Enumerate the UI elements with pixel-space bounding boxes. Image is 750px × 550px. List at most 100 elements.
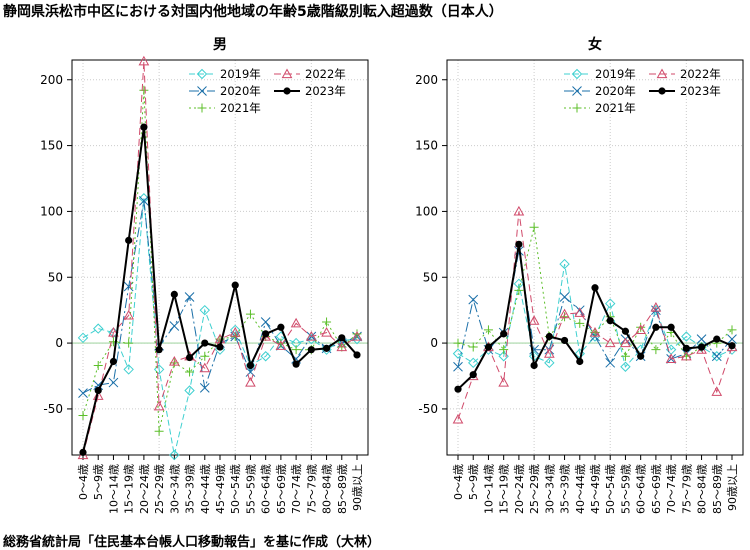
data-point-2019年 bbox=[620, 361, 631, 372]
data-point-2023年 bbox=[353, 351, 361, 359]
legend-label: 2021年 bbox=[220, 101, 261, 115]
x-tick-label: 85～89歳 bbox=[336, 464, 349, 514]
series-line-2023年 bbox=[457, 244, 733, 390]
data-point-2022年 bbox=[498, 377, 510, 387]
data-point-2021年 bbox=[575, 318, 585, 328]
data-point-2021年 bbox=[483, 325, 493, 335]
data-point-2021年 bbox=[620, 351, 630, 361]
data-point-2023年 bbox=[201, 339, 209, 347]
data-point-2021年 bbox=[499, 345, 509, 355]
x-tick-label: 75～79歳 bbox=[305, 464, 318, 514]
x-tick-label: 55～59歳 bbox=[244, 464, 257, 514]
data-point-2021年 bbox=[560, 312, 570, 322]
data-point-2022年 bbox=[108, 327, 119, 337]
data-point-2020年 bbox=[468, 294, 479, 305]
data-point-2020年 bbox=[711, 351, 722, 362]
data-point-2020年 bbox=[559, 292, 570, 302]
data-point-2022年 bbox=[138, 55, 150, 66]
data-point-2023年 bbox=[292, 360, 300, 368]
data-point-2019年 bbox=[260, 351, 271, 362]
data-point-2023年 bbox=[125, 236, 133, 244]
data-point-2023年 bbox=[79, 448, 87, 456]
x-tick-label: 15～19歳 bbox=[498, 464, 511, 514]
x-tick-label: 55～59歳 bbox=[619, 464, 632, 514]
legend-label: 2022年 bbox=[305, 67, 346, 81]
data-point-2023年 bbox=[231, 281, 239, 289]
data-point-2023年 bbox=[637, 352, 645, 360]
data-point-2019年 bbox=[199, 304, 210, 316]
data-point-2022年 bbox=[543, 348, 555, 358]
data-point-2022年 bbox=[711, 386, 723, 396]
data-point-2023年 bbox=[713, 335, 721, 343]
series-line-2022年 bbox=[457, 211, 733, 420]
data-point-2019年 bbox=[605, 298, 616, 309]
x-tick-label: 65～69歳 bbox=[650, 464, 663, 514]
y-tick-label: 200 bbox=[40, 73, 63, 87]
data-point-2023年 bbox=[606, 317, 614, 325]
legend-label: 2019年 bbox=[595, 67, 636, 81]
x-tick-label: 45～49歳 bbox=[589, 464, 602, 514]
x-tick-label: 35～39歳 bbox=[184, 464, 197, 514]
data-point-2022年 bbox=[650, 302, 662, 312]
legend-label: 2022年 bbox=[680, 67, 721, 81]
x-tick-label: 5～9歳 bbox=[467, 464, 480, 500]
data-point-2020年 bbox=[727, 334, 737, 344]
data-point-2019年 bbox=[93, 323, 104, 334]
data-point-2023年 bbox=[652, 323, 660, 331]
x-tick-label: 5～9歳 bbox=[92, 464, 105, 500]
data-point-2023年 bbox=[94, 386, 102, 395]
data-point-2020年 bbox=[139, 196, 149, 206]
y-tick-label: 200 bbox=[415, 73, 438, 87]
data-point-2021年 bbox=[124, 338, 134, 348]
data-point-2020年 bbox=[108, 377, 119, 388]
data-point-2023年 bbox=[682, 344, 690, 352]
data-point-2019年 bbox=[559, 258, 570, 270]
data-point-2023年 bbox=[591, 284, 599, 292]
data-point-2019年 bbox=[123, 364, 134, 375]
x-tick-label: 60～64歳 bbox=[635, 464, 648, 514]
series-line-2021年 bbox=[82, 90, 358, 432]
data-point-2023年 bbox=[322, 344, 331, 352]
x-tick-label: 0～4歳 bbox=[77, 464, 90, 500]
data-point-2020年 bbox=[605, 357, 616, 368]
data-point-2023年 bbox=[170, 290, 178, 298]
data-point-2023年 bbox=[515, 240, 523, 248]
data-point-2021年 bbox=[93, 360, 103, 370]
x-tick-label: 90歳以上 bbox=[351, 464, 364, 511]
data-point-2023年 bbox=[307, 346, 315, 354]
plot-frame bbox=[71, 59, 369, 456]
data-point-2019年 bbox=[468, 357, 479, 369]
data-point-2021年 bbox=[276, 338, 286, 348]
data-point-2022年 bbox=[620, 337, 631, 348]
data-point-2022年 bbox=[528, 315, 540, 325]
x-tick-label: 85～89歳 bbox=[711, 464, 724, 514]
data-point-2023年 bbox=[109, 357, 118, 366]
data-point-2020年 bbox=[453, 361, 463, 372]
legend-label: 2019年 bbox=[220, 67, 261, 81]
chart-main-title: 静岡県浜松市中区における対国内他地域の年齢5歳階級別転入超過数（日本人） bbox=[3, 4, 503, 20]
y-tick-label: 100 bbox=[40, 204, 63, 218]
data-point-2023年 bbox=[155, 346, 163, 354]
y-tick-label: 50 bbox=[48, 270, 63, 284]
data-point-2019年 bbox=[77, 332, 89, 344]
y-tick-label: 0 bbox=[430, 336, 438, 350]
data-point-2021年 bbox=[185, 367, 195, 377]
data-point-2022年 bbox=[305, 330, 317, 341]
x-tick-label: 50～54歳 bbox=[604, 464, 617, 514]
data-point-2022年 bbox=[336, 341, 348, 352]
data-point-2022年 bbox=[275, 340, 287, 350]
x-tick-label: 40～44歳 bbox=[199, 464, 212, 514]
data-point-2022年 bbox=[153, 400, 165, 411]
y-tick-label: -50 bbox=[43, 402, 63, 416]
x-tick-label: 0～4歳 bbox=[452, 464, 465, 500]
data-point-2021年 bbox=[529, 222, 539, 232]
series-line-2019年 bbox=[82, 198, 358, 456]
data-point-2023年 bbox=[262, 330, 270, 338]
data-point-2021年 bbox=[200, 351, 210, 361]
x-tick-label: 20～24歳 bbox=[513, 464, 526, 514]
x-tick-label: 40～44歳 bbox=[574, 464, 587, 514]
legend-marker bbox=[656, 68, 668, 79]
data-point-2023年 bbox=[576, 357, 584, 366]
data-point-2020年 bbox=[184, 292, 195, 302]
x-tick-label: 20～24歳 bbox=[138, 464, 151, 514]
